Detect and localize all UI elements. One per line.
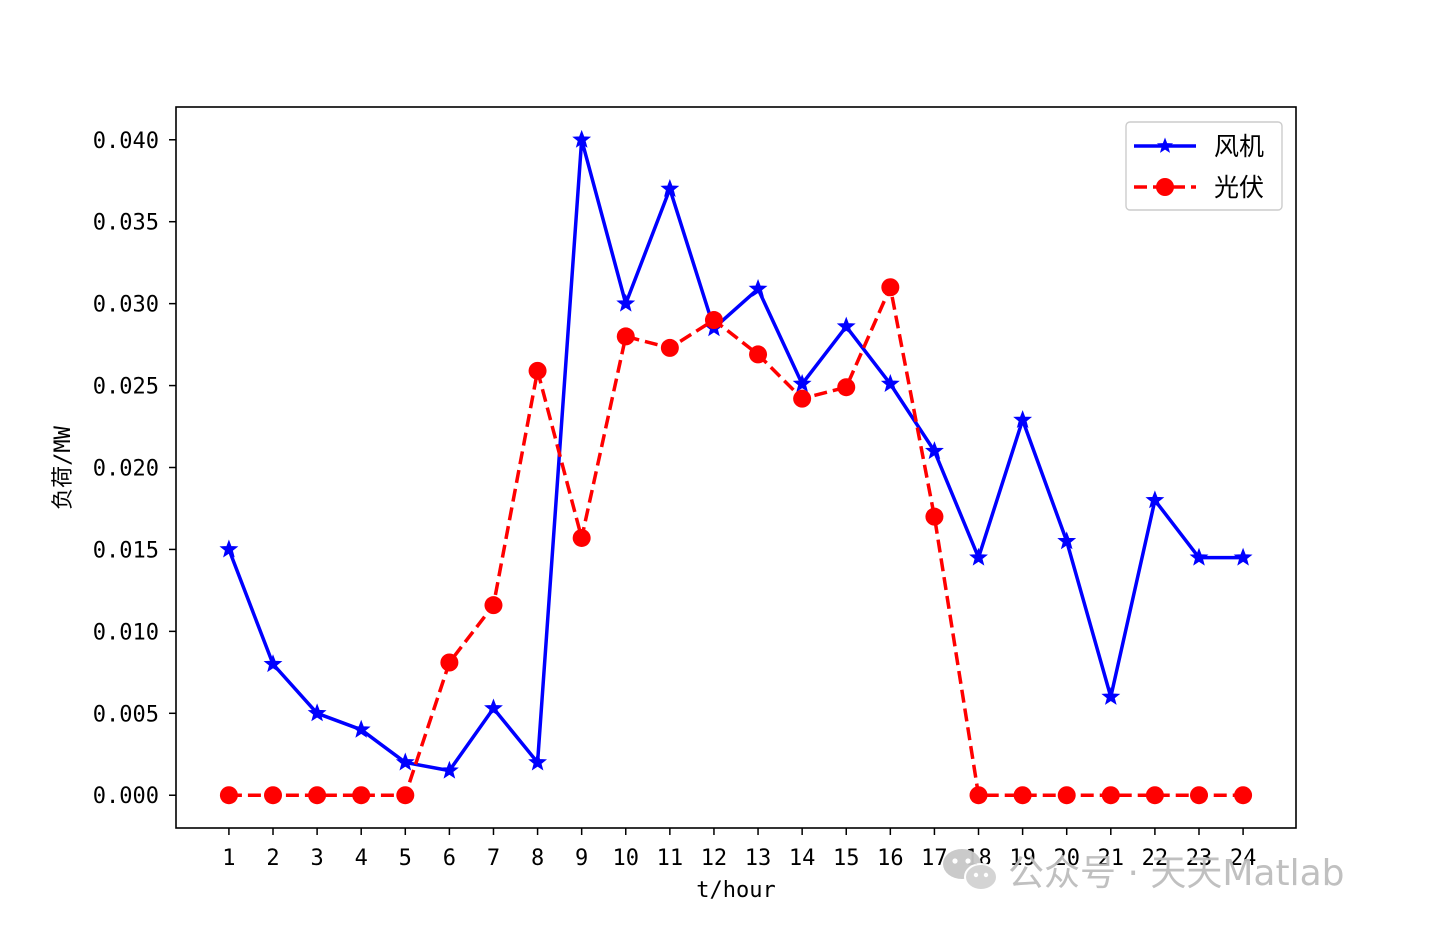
data-point-pv: [925, 507, 944, 526]
x-tick-label: 21: [1098, 846, 1125, 871]
y-tick-label: 0.010: [93, 620, 159, 645]
data-point-wind: [219, 539, 239, 558]
data-point-pv: [308, 786, 327, 805]
data-point-pv: [881, 278, 900, 297]
x-tick-label: 9: [575, 846, 588, 871]
data-point-pv: [793, 389, 812, 408]
data-point-wind: [924, 441, 944, 460]
watermark: 公众号 · 天天Matlab: [943, 849, 1344, 894]
data-point-pv: [837, 378, 856, 397]
x-tick-label: 4: [355, 846, 368, 871]
data-point-pv: [219, 786, 238, 805]
data-point-wind: [1233, 547, 1253, 566]
x-tick-label: 5: [399, 846, 412, 871]
data-point-pv: [528, 361, 547, 380]
data-point-wind: [1189, 547, 1209, 566]
y-tick-label: 0.040: [93, 129, 159, 154]
data-point-wind: [484, 698, 503, 717]
data-point-wind: [1145, 490, 1165, 509]
x-tick-label: 16: [877, 846, 904, 871]
x-tick-label: 24: [1230, 846, 1257, 871]
data-point-pv: [1057, 786, 1076, 805]
data-point-wind: [351, 719, 371, 738]
data-point-wind: [528, 752, 548, 771]
data-point-wind: [880, 374, 900, 392]
data-point-pv: [1234, 786, 1253, 805]
data-point-pv: [749, 345, 768, 364]
data-point-pv: [396, 786, 415, 805]
data-point-pv: [572, 528, 591, 547]
wechat-icon: [943, 849, 998, 891]
data-point-pv: [704, 311, 723, 330]
x-tick-label: 12: [701, 846, 728, 871]
x-tick-label: 19: [1009, 846, 1036, 871]
data-point-wind: [616, 293, 636, 312]
legend-marker-wind: [1156, 137, 1174, 153]
x-tick-label: 7: [487, 846, 500, 871]
data-point-pv: [1189, 786, 1208, 805]
y-tick-label: 0.020: [93, 457, 159, 482]
x-tick-label: 10: [613, 846, 640, 871]
x-tick-label: 20: [1053, 846, 1080, 871]
data-point-wind: [792, 374, 812, 392]
y-tick-label: 0.015: [93, 538, 159, 563]
data-point-pv: [1145, 786, 1164, 805]
data-point-wind: [439, 760, 459, 779]
y-axis-label: 负荷/MW: [51, 425, 76, 509]
legend-entry-wind: 风机: [1134, 132, 1264, 161]
data-point-wind: [1057, 531, 1077, 550]
series-layer: [219, 129, 1253, 805]
data-point-pv: [1013, 786, 1032, 805]
data-point-wind: [395, 752, 415, 771]
y-tick-label: 0.005: [93, 702, 159, 727]
data-point-wind: [969, 547, 988, 566]
watermark-text: 公众号 · 天天Matlab: [1008, 853, 1344, 894]
data-point-wind: [748, 278, 768, 297]
series-line-wind: [227, 138, 1244, 773]
x-tick-label: 22: [1142, 846, 1169, 871]
x-tick-label: 1: [222, 846, 235, 871]
x-tick-label: 6: [443, 846, 456, 871]
data-point-wind: [660, 179, 680, 197]
data-point-wind: [836, 316, 856, 335]
data-point-pv: [484, 596, 503, 615]
x-tick-label: 2: [266, 846, 279, 871]
data-point-wind: [572, 129, 592, 148]
x-tick-label: 11: [657, 846, 684, 871]
x-tick-label: 14: [789, 846, 816, 871]
y-tick-label: 0.035: [93, 211, 159, 236]
data-point-pv: [264, 786, 283, 805]
data-point-pv: [440, 653, 459, 672]
x-tick-label: 13: [745, 846, 772, 871]
y-tick-label: 0.000: [93, 784, 159, 809]
legend-entry-pv: 光伏: [1134, 173, 1264, 202]
data-point-pv: [352, 786, 371, 805]
x-axis-label: t/hour: [696, 878, 775, 903]
x-tick-label: 17: [921, 846, 948, 871]
legend-label-wind: 风机: [1214, 132, 1264, 161]
y-tick-label: 0.030: [93, 293, 159, 318]
data-point-wind: [263, 654, 283, 673]
x-tick-label: 15: [833, 846, 860, 871]
y-axis-ticks: 0.000 0.005 0.010 0.015 0.020 0.025 0.030 0.035…: [93, 129, 176, 809]
legend-marker-pv: [1156, 178, 1174, 196]
y-tick-label: 0.025: [93, 375, 159, 400]
data-point-wind: [307, 703, 327, 722]
data-point-pv: [1101, 786, 1120, 805]
data-point-wind: [1013, 410, 1033, 429]
data-point-pv: [660, 338, 679, 357]
x-tick-label: 23: [1186, 846, 1213, 871]
x-tick-label: 8: [531, 846, 544, 871]
data-point-pv: [616, 327, 635, 346]
legend: 风机 光伏: [1125, 121, 1283, 211]
x-tick-label: 3: [310, 846, 323, 871]
data-point-wind: [1101, 686, 1121, 705]
data-point-pv: [969, 786, 988, 805]
legend-label-pv: 光伏: [1214, 173, 1264, 202]
